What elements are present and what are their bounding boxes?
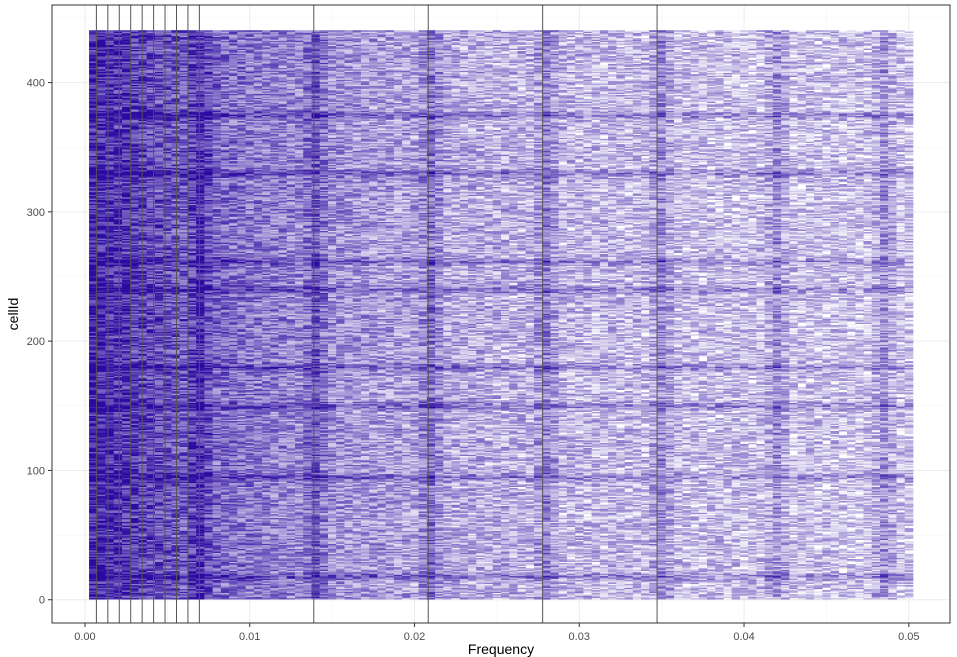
heat-cells	[89, 30, 913, 599]
heat-cell	[114, 30, 123, 32]
heat-cell	[122, 30, 131, 32]
heat-cell	[155, 30, 164, 32]
heat-cell	[163, 30, 172, 32]
heat-cell	[97, 30, 106, 32]
heat-cell	[139, 30, 148, 32]
heat-cell	[130, 30, 139, 32]
heat-cell	[106, 30, 115, 32]
